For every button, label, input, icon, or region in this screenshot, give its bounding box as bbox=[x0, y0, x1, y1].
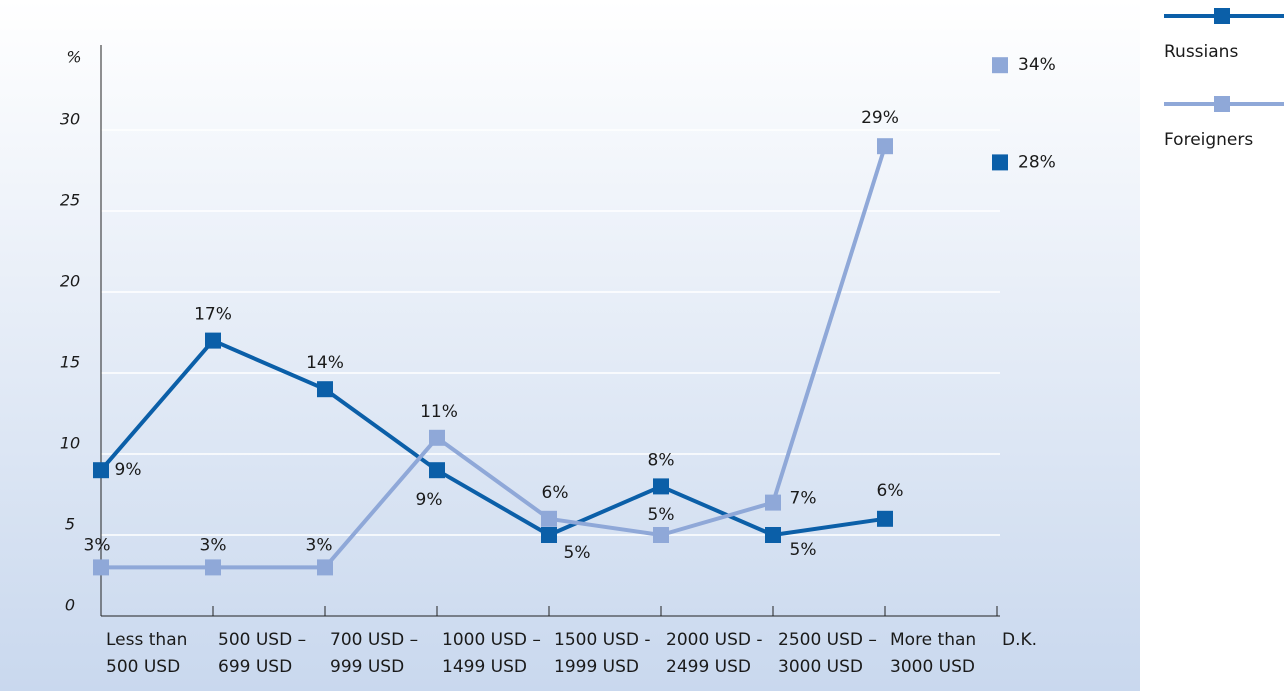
data-label: 5% bbox=[648, 505, 675, 525]
x-tick-label: 700 USD – bbox=[330, 630, 418, 650]
point-marker bbox=[429, 462, 445, 479]
y-tick-label: 0 bbox=[65, 596, 75, 615]
series-line bbox=[99, 338, 886, 537]
x-tick-label: 1500 USD - bbox=[554, 630, 651, 650]
point-marker bbox=[992, 57, 1008, 74]
x-tick-label: 2500 USD – bbox=[778, 630, 877, 650]
point-marker bbox=[653, 478, 669, 495]
point-marker bbox=[205, 332, 221, 349]
x-tick-label: 999 USD bbox=[330, 657, 404, 677]
point-marker bbox=[765, 494, 781, 511]
x-tick-label: Less than bbox=[106, 630, 187, 650]
legend-marker bbox=[1214, 8, 1230, 24]
data-label: 6% bbox=[542, 483, 569, 503]
data-label: 9% bbox=[115, 460, 142, 480]
point-marker bbox=[317, 381, 333, 398]
legend-label: Russians bbox=[1164, 42, 1238, 62]
data-label: 3% bbox=[306, 535, 333, 555]
legend-label: Foreigners bbox=[1164, 130, 1253, 150]
x-tick-label: More than bbox=[890, 630, 976, 650]
data-label: 29% bbox=[861, 108, 899, 128]
x-tick-label: 2000 USD - bbox=[666, 630, 763, 650]
y-tick-label: 10 bbox=[60, 434, 80, 453]
data-label: 17% bbox=[194, 305, 232, 325]
x-tick-label: 500 USD – bbox=[218, 630, 306, 650]
point-marker bbox=[877, 510, 893, 527]
data-label: 5% bbox=[564, 543, 591, 563]
data-label: 3% bbox=[200, 535, 227, 555]
data-label: 6% bbox=[877, 481, 904, 501]
point-marker bbox=[541, 510, 557, 527]
x-tick-label: 500 USD bbox=[106, 657, 180, 677]
y-axis-label: % bbox=[66, 48, 81, 67]
point-marker bbox=[877, 138, 893, 155]
x-tick-label: D.K. bbox=[1002, 630, 1037, 650]
data-label: 28% bbox=[1018, 152, 1056, 172]
series-line bbox=[101, 145, 887, 570]
point-marker bbox=[205, 559, 221, 576]
y-tick-label: 15 bbox=[60, 353, 80, 372]
x-tick-label: 2499 USD bbox=[666, 657, 751, 677]
y-tick-label: 5 bbox=[65, 515, 75, 534]
x-tick-label: 699 USD bbox=[218, 657, 292, 677]
x-tick-label: 1000 USD – bbox=[442, 630, 541, 650]
data-label: 14% bbox=[306, 353, 344, 373]
data-label: 3% bbox=[84, 535, 111, 555]
plot-background bbox=[0, 0, 1140, 691]
point-marker bbox=[541, 527, 557, 543]
legend-marker bbox=[1214, 96, 1230, 112]
data-label: 11% bbox=[420, 402, 458, 422]
point-marker bbox=[992, 154, 1008, 171]
x-tick-label: 1999 USD bbox=[554, 657, 639, 677]
x-tick-label: 1499 USD bbox=[442, 657, 527, 677]
point-marker bbox=[765, 527, 781, 543]
point-marker bbox=[317, 559, 333, 576]
x-tick-label: 3000 USD bbox=[890, 657, 975, 677]
data-label: 5% bbox=[790, 540, 817, 560]
point-marker bbox=[653, 527, 669, 543]
y-tick-label: 25 bbox=[60, 191, 80, 210]
data-label: 8% bbox=[648, 450, 675, 470]
point-marker bbox=[429, 429, 445, 446]
data-label: 7% bbox=[790, 489, 817, 509]
y-tick-label: 30 bbox=[60, 110, 80, 129]
y-tick-label: 20 bbox=[60, 272, 80, 291]
data-label: 34% bbox=[1018, 55, 1056, 75]
x-tick-label: 3000 USD bbox=[778, 657, 863, 677]
point-marker bbox=[93, 559, 109, 576]
data-label: 9% bbox=[416, 490, 443, 510]
point-marker bbox=[93, 462, 109, 479]
